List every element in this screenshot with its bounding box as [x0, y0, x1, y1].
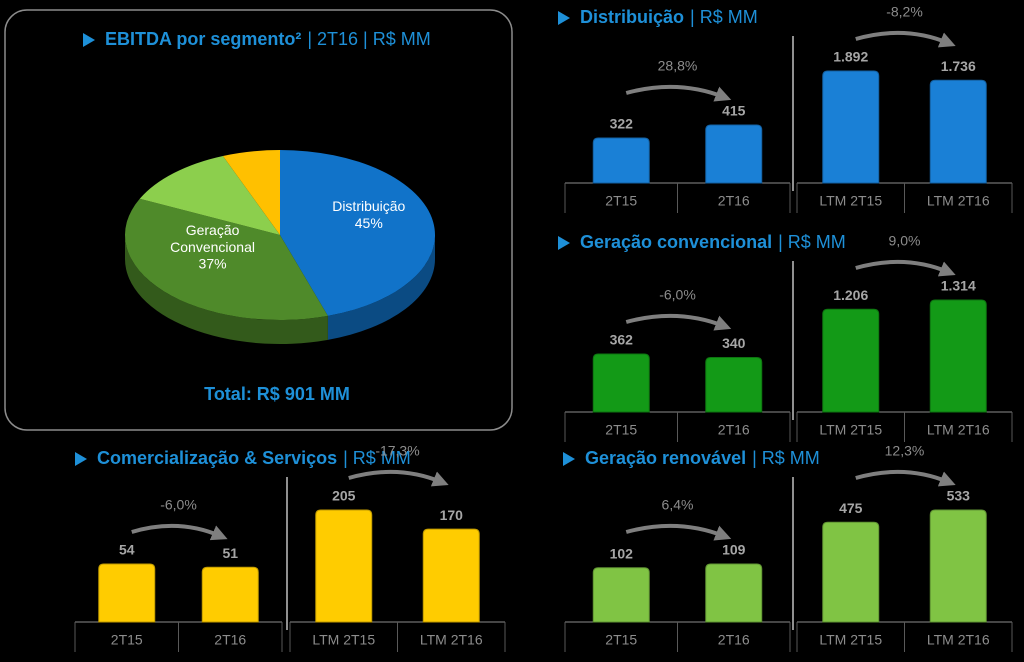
value-label: 170 [440, 507, 464, 523]
pie-label: Geração Convencional [170, 221, 255, 255]
section-title: Distribuição | R$ MM [580, 7, 758, 27]
category-label: LTM 2T16 [927, 193, 990, 209]
category-label: LTM 2T16 [927, 422, 990, 438]
bar [705, 124, 763, 184]
bar [201, 566, 259, 623]
value-label: 1.314 [941, 278, 976, 294]
section-title: Geração convencional | R$ MM [580, 232, 846, 252]
bar [705, 563, 763, 623]
title-main: EBITDA por segmento² [105, 29, 301, 49]
title-main: Geração renovável [585, 448, 746, 468]
category-label: 2T15 [605, 632, 637, 648]
change-arrow [855, 259, 956, 277]
title-main: Distribuição [580, 7, 684, 27]
pie-label-box: Geração Convencional [170, 221, 255, 255]
bar [929, 509, 987, 623]
pie-label: Distribuição [332, 198, 406, 215]
pie-side [327, 235, 435, 340]
value-label: 362 [610, 332, 634, 348]
pie-slice [222, 150, 280, 235]
title-marker [75, 452, 87, 466]
category-label: LTM 2T15 [819, 422, 882, 438]
category-label: LTM 2T15 [819, 193, 882, 209]
title-marker [558, 11, 570, 25]
category-label: LTM 2T16 [927, 632, 990, 648]
title-main: Geração convencional [580, 232, 772, 252]
bar [592, 353, 650, 413]
change-label: -17,3% [375, 443, 419, 459]
value-label: 475 [839, 500, 863, 516]
category-label: 2T15 [605, 422, 637, 438]
value-label: 54 [119, 542, 135, 558]
change-arrow [625, 313, 732, 331]
bar [822, 70, 880, 184]
category-label: 2T16 [718, 632, 750, 648]
title-marker [558, 236, 570, 250]
bar [822, 308, 880, 413]
value-label: 1.736 [941, 58, 976, 74]
change-arrow [348, 469, 449, 487]
value-label: 102 [610, 545, 634, 561]
pie-label-box: Distribuição [332, 198, 406, 215]
change-label: -6,0% [160, 497, 197, 513]
category-label: 2T15 [111, 632, 143, 648]
bar [822, 521, 880, 623]
change-label: 12,3% [885, 443, 925, 459]
value-label: 1.892 [833, 49, 868, 65]
section-title: EBITDA por segmento² | 2T16 | R$ MM [105, 29, 431, 49]
pie-value-label: 45% [355, 215, 383, 231]
change-label: 28,8% [658, 58, 698, 74]
title-marker [563, 452, 575, 466]
change-label: 9,0% [889, 233, 921, 249]
change-label: -8,2% [886, 4, 923, 20]
value-label: 51 [222, 545, 238, 561]
category-label: 2T16 [718, 422, 750, 438]
section-title: Geração renovável | R$ MM [585, 448, 820, 468]
section-title: Comercialização & Serviços | R$ MM [97, 448, 411, 468]
value-label: 1.206 [833, 287, 868, 303]
title-unit: | R$ MM [752, 448, 820, 468]
title-unit: | R$ MM [343, 448, 411, 468]
bar [592, 137, 650, 184]
category-label: 2T15 [605, 193, 637, 209]
title-main: Comercialização & Serviços [97, 448, 337, 468]
change-arrow [625, 523, 732, 541]
bar [98, 563, 156, 623]
value-label: 205 [332, 488, 356, 504]
change-arrow [855, 30, 956, 48]
bar [929, 299, 987, 413]
change-label: 6,4% [662, 497, 694, 513]
title-unit: | R$ MM [778, 232, 846, 252]
bar [422, 528, 480, 623]
value-label: 533 [947, 488, 971, 504]
change-arrow [625, 84, 732, 102]
category-label: LTM 2T15 [819, 632, 882, 648]
pie-slice [124, 198, 328, 321]
bar [315, 509, 373, 623]
category-label: 2T16 [214, 632, 246, 648]
bar [705, 357, 763, 413]
value-label: 415 [722, 103, 746, 119]
pie-slice [280, 150, 436, 316]
title-unit: | R$ MM [690, 7, 758, 27]
category-label: LTM 2T16 [420, 632, 483, 648]
value-label: 322 [610, 116, 634, 132]
pie-total: Total: R$ 901 MM [204, 384, 350, 404]
bar [929, 79, 987, 184]
value-label: 340 [722, 335, 746, 351]
category-label: LTM 2T15 [312, 632, 375, 648]
category-label: 2T16 [718, 193, 750, 209]
pie-value-label: 37% [199, 255, 227, 271]
title-marker [83, 33, 95, 47]
change-label: -6,0% [659, 287, 696, 303]
value-label: 109 [722, 542, 746, 558]
pie-slice [139, 155, 280, 235]
bar [592, 567, 650, 623]
pie-side [125, 235, 328, 345]
title-unit: | 2T16 | R$ MM [307, 29, 430, 49]
change-arrow [131, 523, 228, 541]
change-arrow [855, 469, 956, 487]
